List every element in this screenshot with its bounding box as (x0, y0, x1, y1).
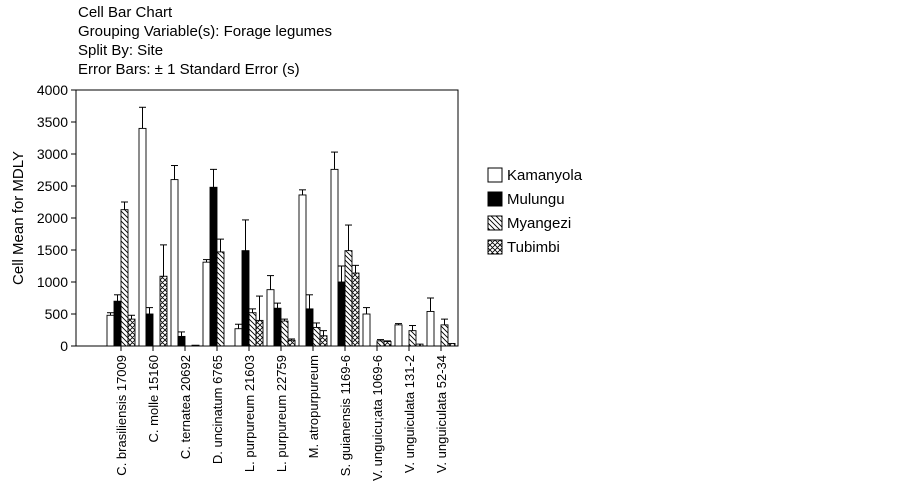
legend-label-kamanyola: Kamanyola (507, 167, 583, 184)
bar-kamanyola (138, 127, 147, 347)
bar-tubimbi (383, 341, 392, 347)
x-tick-label: C. brasiliensis 17009 (114, 355, 129, 476)
bar-kamanyola (170, 179, 179, 347)
bar-mulungu (177, 335, 186, 347)
bar-tubimbi (287, 339, 296, 347)
bar-tubimbi (319, 335, 328, 347)
legend-swatch-mulungu (487, 191, 503, 207)
x-tick-label: V. unguiculata 52-34 (434, 355, 449, 473)
bar-kamanyola (202, 261, 211, 347)
legend-swatch-kamanyola (487, 167, 503, 183)
bar-kamanyola (330, 168, 339, 347)
bar-tubimbi (191, 344, 200, 347)
bar-tubimbi (447, 342, 456, 347)
bar-mulungu (337, 281, 346, 347)
error-bars-text: Error Bars: ± 1 Standard Error (s) (78, 61, 300, 78)
x-tick-label: C. molle 15160 (146, 355, 161, 442)
x-tick-label: D. uncinatum 6765 (210, 355, 225, 464)
legend-label-mulungu: Mulungu (507, 191, 565, 208)
grouping-variable-text: Grouping Variable(s): Forage legumes (78, 23, 333, 40)
bar-myangezi (216, 251, 225, 347)
bar-myangezi (376, 340, 385, 347)
bar-kamanyola (298, 194, 307, 347)
y-axis-label: Cell Mean for MDLY (10, 151, 27, 285)
x-tick-label: M. atropurpureum (306, 355, 321, 458)
bar-myangezi (312, 326, 321, 347)
bar-mulungu (305, 308, 314, 347)
x-tick-label: L. purpureum 21603 (242, 355, 257, 472)
x-tick-label: C. ternatea 20692 (178, 355, 193, 459)
y-tick-label: 2500 (37, 178, 68, 194)
bar-myangezi (408, 330, 417, 347)
bar-kamanyola (426, 310, 435, 347)
bar-mulungu (241, 250, 250, 347)
bar-myangezi (248, 312, 257, 347)
bar-tubimbi (255, 319, 264, 347)
bar-kamanyola (266, 289, 275, 347)
bar-kamanyola (106, 314, 115, 347)
x-tick-label: V. unguicu;ata 1069-6 (370, 355, 385, 481)
x-tick-label: L. purpureum 22759 (274, 355, 289, 472)
y-tick-label: 1500 (37, 242, 68, 258)
bar-myangezi (344, 250, 353, 347)
y-tick-label: 1000 (37, 274, 68, 290)
bar-mulungu (145, 313, 154, 347)
chart-title: Cell Bar Chart (78, 4, 173, 21)
y-tick-label: 0 (60, 338, 68, 354)
bar-tubimbi (351, 272, 360, 347)
bar-mulungu (209, 186, 218, 347)
split-by-text: Split By: Site (78, 42, 164, 59)
y-tick-label: 3000 (37, 146, 68, 162)
x-tick-label: S. guianensis 1169-6 (338, 355, 353, 476)
bar-tubimbi (415, 343, 424, 347)
bar-mulungu (113, 300, 122, 347)
bar-kamanyola (394, 324, 403, 347)
bar-myangezi (120, 209, 129, 347)
bar-tubimbi (127, 318, 136, 347)
y-tick-label: 4000 (37, 82, 68, 98)
legend-label-myangezi: Myangezi (507, 215, 571, 232)
y-tick-label: 3500 (37, 114, 68, 130)
y-tick-label: 500 (45, 306, 69, 322)
bar-tubimbi (159, 275, 168, 347)
bar-kamanyola (234, 328, 243, 347)
bar-myangezi (280, 320, 289, 347)
bar-myangezi (440, 324, 449, 347)
legend-label-tubimbi: Tubimbi (507, 239, 560, 256)
legend-swatch-myangezi (487, 215, 503, 231)
legend-swatch-tubimbi (487, 239, 503, 255)
x-tick-label: V. unguiculata 131-2 (402, 355, 417, 473)
y-tick-label: 2000 (37, 210, 68, 226)
bar-mulungu (273, 307, 282, 347)
bar-kamanyola (362, 313, 371, 347)
